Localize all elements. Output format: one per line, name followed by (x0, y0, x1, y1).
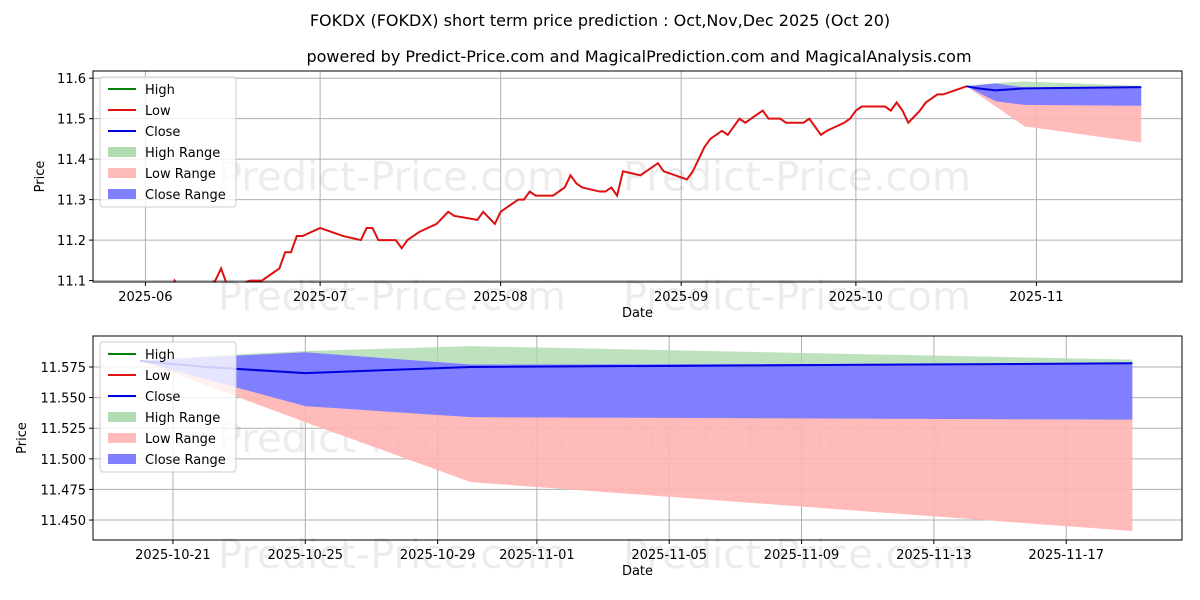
legend-label: High Range (145, 146, 220, 161)
x-tick-label: 2025-10 (829, 290, 883, 305)
low-series-line (172, 85, 967, 282)
y-tick-label: 11.475 (41, 483, 87, 498)
legend-label: Close (145, 390, 180, 405)
y-tick-label: 11.5 (57, 113, 86, 128)
y-tick-label: 11.550 (41, 392, 87, 407)
watermark: Predict-Price.com (623, 155, 971, 201)
legend-label: Low (145, 104, 171, 119)
watermark: Predict-Price.com (623, 532, 971, 578)
x-tick-label: 2025-10-29 (400, 548, 476, 563)
plot-frame (92, 335, 1183, 541)
x-tick-label: 2025-10-25 (268, 548, 344, 563)
x-tick-label: 2025-07 (293, 290, 347, 305)
x-tick-label: 2025-09 (654, 290, 708, 305)
legend-label: Close Range (145, 453, 226, 468)
legend-label: High Range (145, 411, 220, 426)
x-tick-label: 2025-11-13 (896, 548, 972, 563)
forecast-panel: 11.450 11.475 11.500 11.525 11.550 11.575 2025… (15, 335, 1183, 579)
chart-subtitle: powered by Predict-Price.com and Magical… (306, 47, 971, 66)
legend-swatch-close-range (108, 189, 136, 199)
legend-label: Close (145, 125, 180, 140)
chart-title: FOKDX (FOKDX) short term price predictio… (310, 11, 890, 30)
legend-swatch-low-range (108, 433, 136, 443)
x-axis-label: Date (622, 564, 653, 579)
legend-label: High (145, 83, 175, 98)
y-tick-label: 11.6 (57, 72, 86, 87)
x-tick-label: 2025-11-01 (499, 548, 575, 563)
y-tick-label: 11.3 (57, 194, 86, 209)
x-tick-label: 2025-06 (118, 290, 172, 305)
legend-label: Low Range (145, 432, 216, 447)
legend: High Low Close High Range Low Range Close Ran… (99, 76, 237, 208)
watermark: Predict-Price.com (218, 274, 566, 320)
watermark: Predict-Price.com (218, 155, 566, 201)
y-tick-label: 11.500 (41, 453, 87, 468)
legend-swatch-low-range (108, 168, 136, 178)
legend-label: Close Range (145, 188, 226, 203)
y-tick-label: 11.450 (41, 514, 87, 529)
x-tick-label: 2025-11 (1009, 290, 1063, 305)
y-axis-label: Price (33, 161, 48, 193)
y-tick-label: 11.4 (57, 153, 86, 168)
plot-frame (92, 70, 1183, 283)
x-tick-label: 2025-11-17 (1028, 548, 1104, 563)
legend-label: Low (145, 369, 171, 384)
watermark: Predict-Price.com (218, 532, 566, 578)
x-tick-label: 2025-10-21 (135, 548, 211, 563)
close-series-line (966, 85, 1142, 92)
history-panel: 11.1 11.2 11.3 11.4 11.5 11.6 2025-06 2025-07 20… (33, 70, 1183, 321)
y-tick-label: 11.575 (41, 361, 87, 376)
legend-swatch-close-range (108, 454, 136, 464)
y-axis-label: Price (15, 422, 30, 454)
x-tick-label: 2025-08 (473, 290, 527, 305)
x-axis-label: Date (622, 306, 653, 321)
legend-swatch-high-range (108, 412, 136, 422)
y-tick-label: 11.2 (57, 234, 86, 249)
y-tick-label: 11.1 (57, 275, 86, 290)
watermark: Predict-Price.com (623, 274, 971, 320)
y-tick-label: 11.525 (41, 422, 87, 437)
legend-label: High (145, 348, 175, 363)
legend-label: Low Range (145, 167, 216, 182)
legend: High Low Close High Range Low Range Close Ran… (99, 341, 237, 473)
x-tick-label: 2025-11-09 (764, 548, 840, 563)
x-tick-label: 2025-11-05 (631, 548, 707, 563)
legend-swatch-high-range (108, 147, 136, 157)
